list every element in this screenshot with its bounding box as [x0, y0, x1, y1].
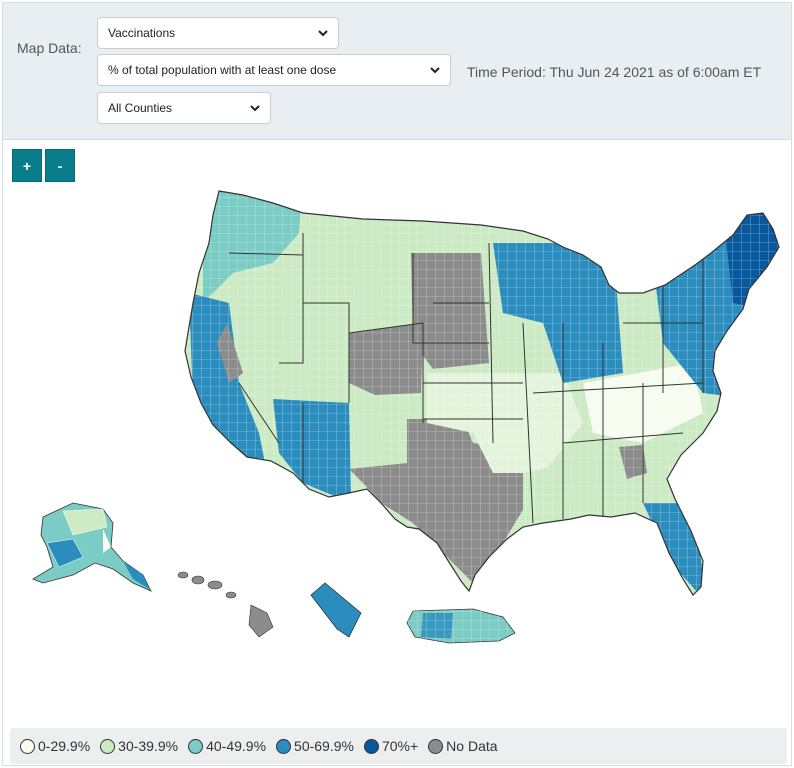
metric-select-value: % of total population with at least one …: [108, 63, 337, 77]
metric-select[interactable]: % of total population with at least one …: [97, 54, 451, 86]
zoom-out-button[interactable]: -: [45, 149, 75, 182]
legend-label: 70%+: [381, 738, 419, 754]
legend-swatch: [276, 738, 292, 754]
chevron-down-icon: [430, 67, 440, 74]
legend-item: No Data: [428, 738, 498, 754]
county-select[interactable]: All Counties: [97, 92, 271, 124]
contiguous-us: [185, 191, 779, 595]
alaska[interactable]: [32, 502, 152, 592]
controls-panel: Map Data: Vaccinations % of total popula…: [3, 3, 791, 140]
legend-label: No Data: [446, 738, 498, 754]
us-outline: [184, 190, 780, 596]
chevron-down-icon: [318, 30, 328, 37]
legend-label: 30-39.9%: [118, 738, 179, 754]
legend-swatch: [428, 738, 444, 754]
legend-swatch: [100, 738, 116, 754]
legend-swatch: [188, 738, 204, 754]
puerto-rico[interactable]: [406, 608, 517, 644]
legend-item: 30-39.9%: [100, 738, 178, 754]
map-data-label: Map Data:: [17, 40, 82, 56]
county-select-value: All Counties: [108, 101, 173, 115]
hawaii[interactable]: [177, 571, 274, 638]
legend-item: 70%+: [363, 738, 419, 754]
legend-item: 50-69.9%: [276, 738, 354, 754]
state-borders: [228, 233, 704, 524]
territory-inset[interactable]: [310, 582, 362, 638]
chevron-down-icon: [250, 105, 260, 112]
data-select-value: Vaccinations: [108, 26, 176, 40]
legend-label: 40-49.9%: [206, 738, 267, 754]
time-period: Time Period: Thu Jun 24 2021 as of 6:00a…: [467, 64, 762, 80]
legend: 0-29.9% 30-39.9% 40-49.9% 50-69.9% 70%+ No Da…: [10, 728, 787, 764]
data-select[interactable]: Vaccinations: [97, 17, 339, 49]
zoom-in-button[interactable]: +: [12, 149, 42, 182]
legend-item: 0-29.9%: [20, 738, 90, 754]
legend-swatch: [20, 738, 35, 754]
legend-label: 0-29.9%: [38, 738, 91, 754]
us-county-map[interactable]: [3, 143, 791, 723]
legend-item: 40-49.9%: [188, 738, 266, 754]
legend-swatch: [363, 738, 379, 754]
legend-label: 50-69.9%: [294, 738, 354, 754]
